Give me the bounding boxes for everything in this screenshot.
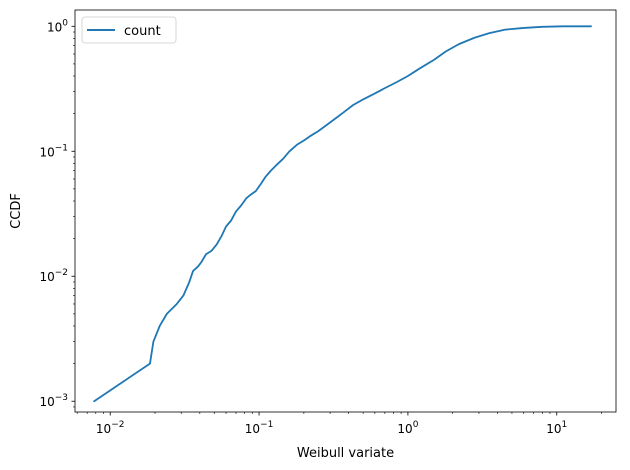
series-layer	[93, 25, 592, 403]
y-tick-label: 10−2	[39, 268, 68, 284]
y-tick-label: 10−1	[39, 143, 68, 159]
y-tick-label: 100	[47, 18, 68, 34]
x-tick-label: 100	[397, 420, 418, 436]
series-line-count	[93, 25, 592, 403]
y-tick-label: 10−3	[39, 393, 68, 409]
legend-label-count: count	[124, 24, 161, 39]
legend: count	[81, 16, 177, 44]
legend-box	[81, 16, 177, 44]
y-axis-title: CCDF	[9, 193, 24, 229]
plot-area-frame	[74, 9, 617, 413]
x-tick-label: 101	[546, 420, 567, 436]
x-tick-label: 10−2	[96, 420, 125, 436]
x-axis-title: Weibull variate	[297, 446, 394, 461]
x-tick-label: 10−1	[245, 420, 274, 436]
ticks-layer: 10−2 10−1 100 101 10−3 10−2 10−1 100	[39, 18, 602, 436]
